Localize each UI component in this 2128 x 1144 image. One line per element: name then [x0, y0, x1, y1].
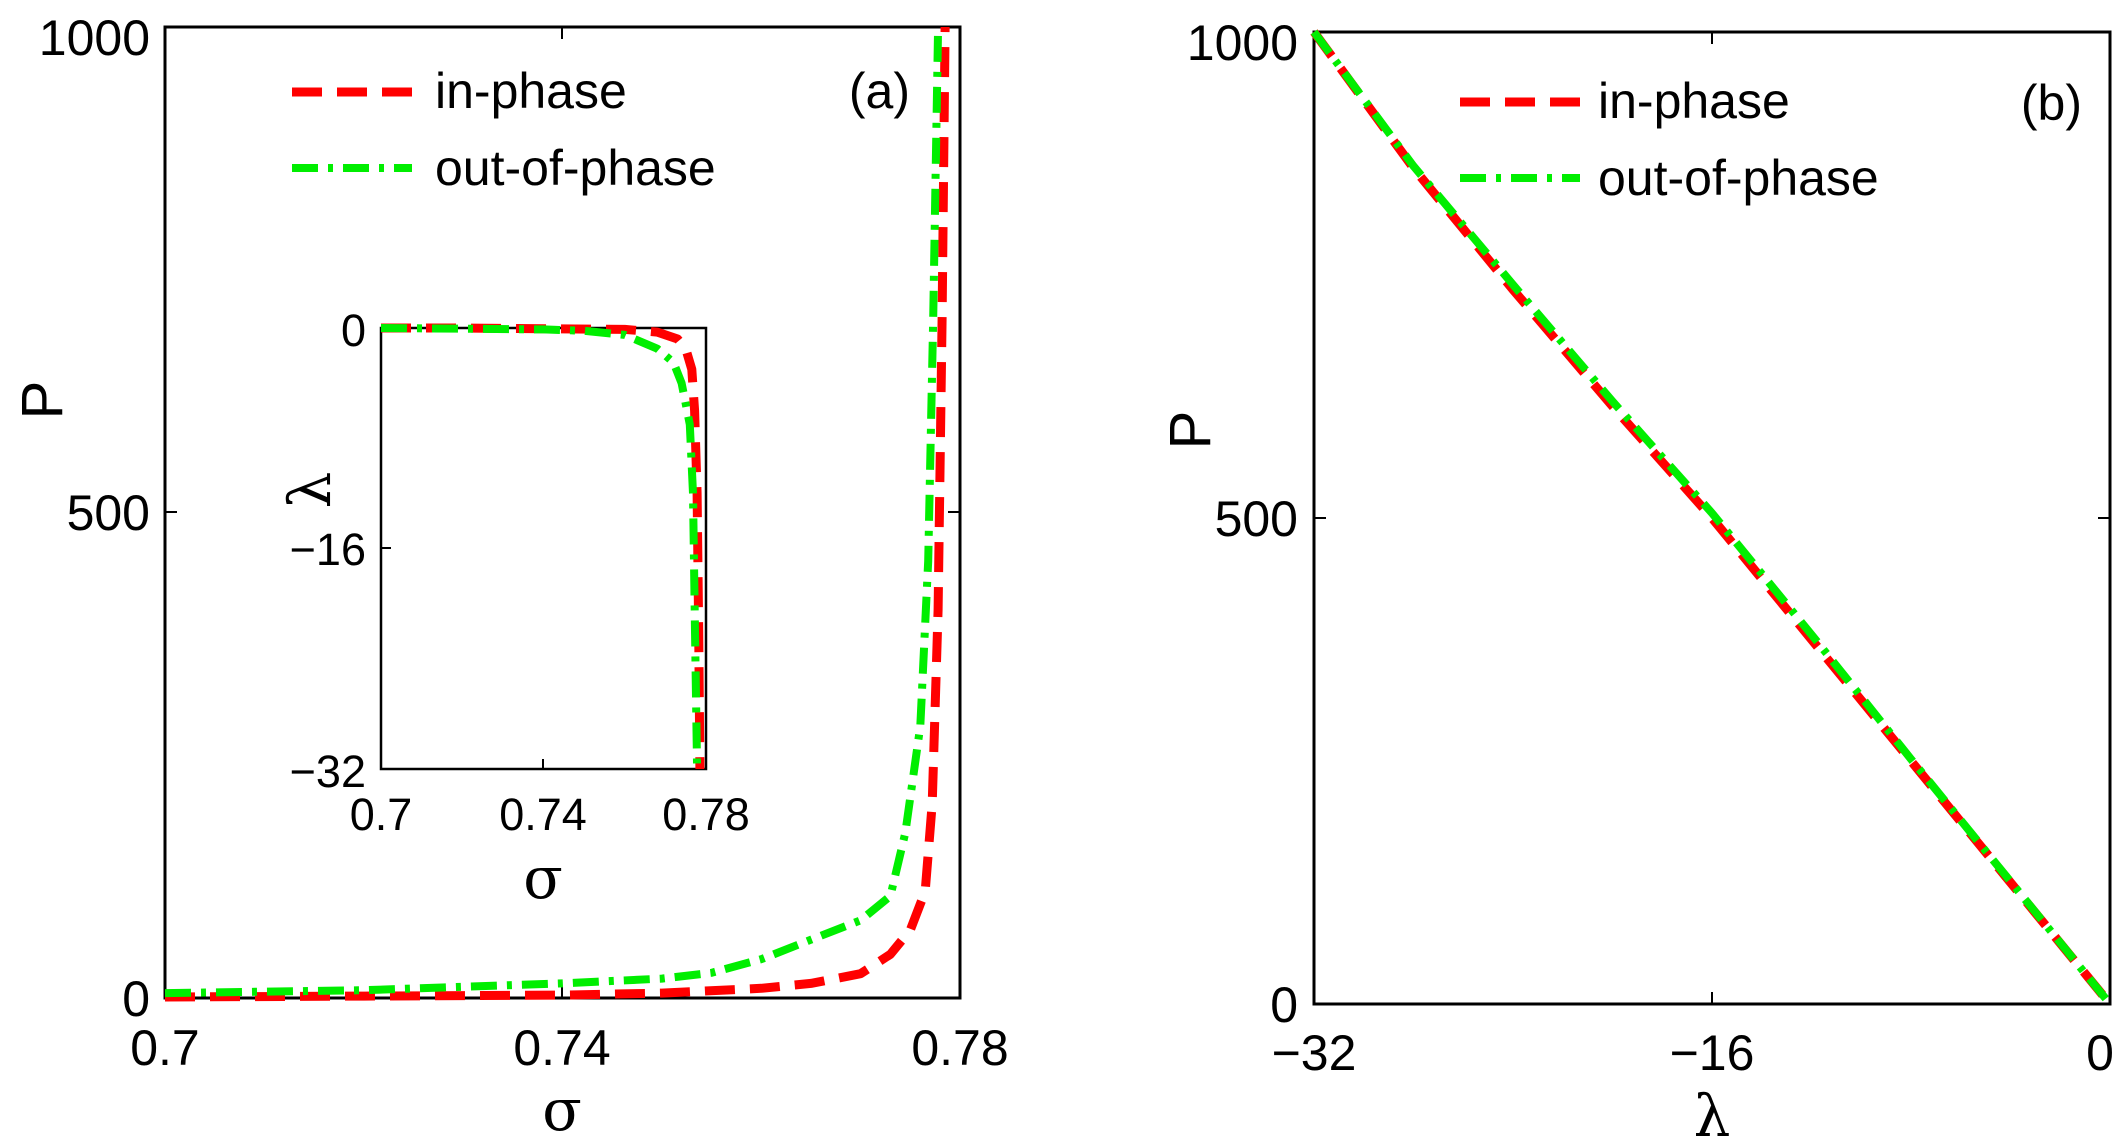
panel-a-legend: in-phase out-of-phase [292, 63, 716, 196]
panel-a-series-out-of-phase [164, 26, 943, 998]
panel-b-tag: (b) [2021, 75, 2082, 131]
panel-a-inset-x-axis-label: σ [523, 844, 563, 912]
panel-a-inset-series-group [380, 323, 705, 770]
panel-b-xtick-label-2: 0 [2086, 1025, 2114, 1081]
panel-b-legend: in-phase out-of-phase [1460, 73, 1879, 206]
panel-a-legend-out-of-phase-label: out-of-phase [435, 140, 716, 196]
panel-a: 0.7 0.74 0.78 0 500 1000 σ P (a) in-phas… [10, 10, 1009, 1144]
panel-a-ytick-label-1: 500 [67, 485, 150, 541]
panel-a-inset-ytick-label-0: −32 [290, 746, 366, 797]
panel-a-series-group [164, 26, 950, 1002]
panel-a-inset-y-axis-label: λ [276, 472, 344, 509]
panel-b-xtick-label-0: −32 [1272, 1025, 1357, 1081]
panel-b-x-axis-label: λ [1694, 1082, 1731, 1144]
panel-b-y-axis-label: P [1158, 411, 1223, 450]
panel-a-inset-plot-area [379, 326, 708, 771]
panel-b-ytick-label-0: 0 [1270, 977, 1298, 1033]
panel-a-inset-series-in-phase [381, 323, 705, 770]
panel-a-inset-xtick-label-0: 0.7 [350, 789, 413, 840]
panel-a-ytick-label-0: 0 [122, 971, 150, 1027]
panel-a-inset-xtick-label-1: 0.74 [499, 789, 587, 840]
panel-b-series-out-of-phase [1310, 29, 2114, 1007]
panel-b-legend-in-phase-label: in-phase [1598, 73, 1790, 129]
panel-a-xtick-label-0: 0.7 [130, 1020, 200, 1076]
panel-a-inset: 0.7 0.74 0.78 −32 −16 0 σ λ [276, 305, 750, 912]
panel-a-y-axis-label: P [10, 381, 75, 420]
panel-b-legend-out-of-phase-label: out-of-phase [1598, 150, 1879, 206]
panel-a-xtick-label-1: 0.74 [513, 1020, 610, 1076]
panel-b-ytick-label-2: 1000 [1187, 15, 1298, 71]
panel-a-xtick-label-2: 0.78 [911, 1020, 1008, 1076]
panel-b: −32 −16 0 0 500 1000 λ P (b) in-phase ou… [1158, 15, 2114, 1144]
panel-a-series-in-phase [164, 26, 950, 1002]
panel-a-legend-in-phase-label: in-phase [435, 63, 627, 119]
panel-b-ticks [1314, 32, 2110, 1004]
panel-a-inset-ticks [381, 547, 544, 769]
panel-b-ytick-label-1: 500 [1215, 491, 1298, 547]
panel-a-inset-xtick-label-2: 0.78 [662, 789, 750, 840]
panel-a-inset-ytick-label-2: 0 [341, 305, 366, 356]
panel-b-series-in-phase [1310, 29, 2114, 1007]
panel-a-inset-ytick-label-1: −16 [290, 524, 366, 575]
panel-a-tag: (a) [849, 63, 910, 119]
panel-b-xtick-label-1: −16 [1670, 1025, 1755, 1081]
panel-a-x-axis-label: σ [542, 1076, 582, 1144]
panel-b-series-group [1310, 29, 2114, 1007]
panel-a-ytick-label-2: 1000 [39, 10, 150, 66]
